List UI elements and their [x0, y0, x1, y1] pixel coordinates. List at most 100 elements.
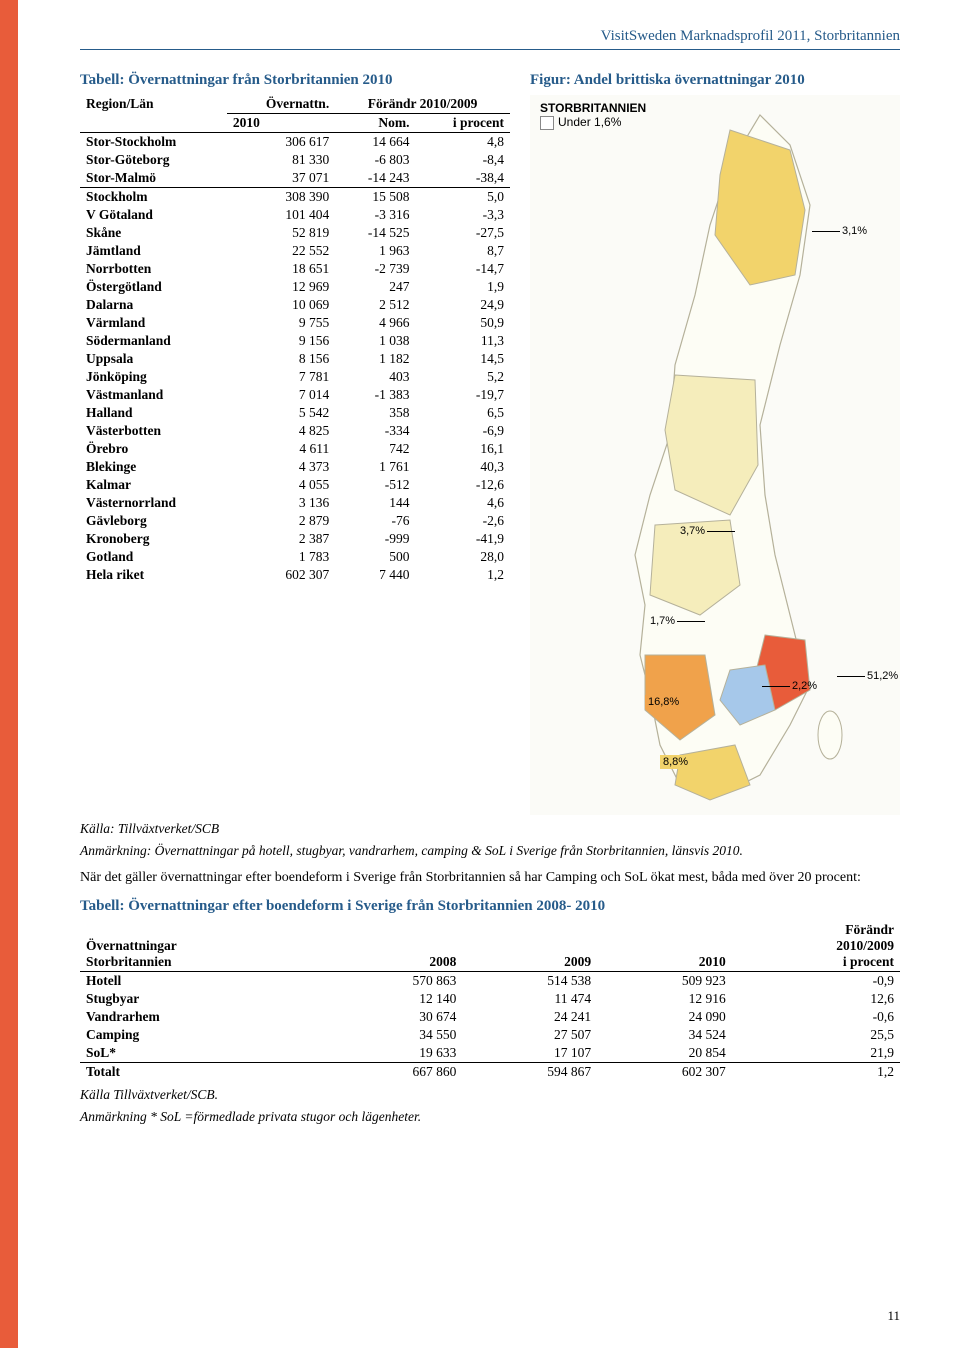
cell: 5,0 — [415, 188, 510, 207]
table2-source: Källa Tillväxtverket/SCB. — [80, 1087, 900, 1103]
cell: Blekinge — [80, 458, 227, 476]
cell: -1 383 — [335, 386, 415, 404]
cell: 742 — [335, 440, 415, 458]
cell: Västerbotten — [80, 422, 227, 440]
cell: 28,0 — [415, 548, 510, 566]
cell: 12 916 — [597, 990, 732, 1008]
table1-title: Tabell: Övernattningar från Storbritanni… — [80, 72, 510, 89]
table2: Övernattningar Storbritannien 2008 2009 … — [80, 921, 900, 1081]
cell: 18 651 — [227, 260, 335, 278]
cell: -334 — [335, 422, 415, 440]
cell: 3 136 — [227, 494, 335, 512]
cell: -6 803 — [335, 151, 415, 169]
cell: Stugbyar — [80, 990, 328, 1008]
cell: 10 069 — [227, 296, 335, 314]
table-row: Stor-Malmö37 071-14 243-38,4 — [80, 169, 510, 188]
cell: 16,1 — [415, 440, 510, 458]
table2-title: Tabell: Övernattningar efter boendeform … — [80, 898, 900, 915]
cell: Stor-Malmö — [80, 169, 227, 188]
cell: V Götaland — [80, 206, 227, 224]
cell: 11,3 — [415, 332, 510, 350]
cell: -27,5 — [415, 224, 510, 242]
cell: 308 390 — [227, 188, 335, 207]
table-row: Jämtland22 5521 9638,7 — [80, 242, 510, 260]
cell: 1 038 — [335, 332, 415, 350]
cell: 7 781 — [227, 368, 335, 386]
cell: 11 474 — [462, 990, 597, 1008]
cell: 101 404 — [227, 206, 335, 224]
cell: 1,2 — [732, 1062, 900, 1081]
map-label: 51,2% — [835, 670, 898, 682]
cell: 509 923 — [597, 971, 732, 990]
table1: Region/Län Övernattn. Förändr 2010/2009 … — [80, 95, 510, 584]
cell: 2 879 — [227, 512, 335, 530]
cell: 602 307 — [227, 566, 335, 584]
cell: 37 071 — [227, 169, 335, 188]
body-text: När det gäller övernattningar efter boen… — [80, 869, 900, 888]
map-label: 8,8% — [660, 755, 691, 769]
legend-title: STORBRITANNIEN — [540, 101, 646, 115]
cell: Skåne — [80, 224, 227, 242]
cell: Gävleborg — [80, 512, 227, 530]
cell: -14,7 — [415, 260, 510, 278]
page-header: VisitSweden Marknadsprofil 2011, Storbri… — [80, 28, 900, 50]
cell: Camping — [80, 1026, 328, 1044]
t1-h-region: Region/Län — [80, 95, 227, 133]
cell: 8,7 — [415, 242, 510, 260]
cell: 17 107 — [462, 1044, 597, 1063]
t2-h0a: Övernattningar — [86, 938, 177, 953]
table-row: Skåne52 819-14 525-27,5 — [80, 224, 510, 242]
cell: -0,9 — [732, 971, 900, 990]
cell: 8 156 — [227, 350, 335, 368]
table-row: Gävleborg2 879-76-2,6 — [80, 512, 510, 530]
cell: 1,2 — [415, 566, 510, 584]
cell: 1 761 — [335, 458, 415, 476]
cell: -6,9 — [415, 422, 510, 440]
cell: Jönköping — [80, 368, 227, 386]
table-row: Stockholm308 39015 5085,0 — [80, 188, 510, 207]
cell: 4,6 — [415, 494, 510, 512]
legend-swatch — [540, 116, 554, 130]
t1-h-overn-b: 2010 — [227, 114, 335, 133]
cell: 358 — [335, 404, 415, 422]
cell: 15 508 — [335, 188, 415, 207]
table-row: Östergötland12 9692471,9 — [80, 278, 510, 296]
cell: 514 538 — [462, 971, 597, 990]
cell: 9 755 — [227, 314, 335, 332]
table-row: Örebro4 61174216,1 — [80, 440, 510, 458]
cell: 500 — [335, 548, 415, 566]
cell: Hela riket — [80, 566, 227, 584]
cell: Stockholm — [80, 188, 227, 207]
table-row: Hela riket602 3077 4401,2 — [80, 566, 510, 584]
cell: -19,7 — [415, 386, 510, 404]
cell: 14,5 — [415, 350, 510, 368]
cell: Vandrarhem — [80, 1008, 328, 1026]
t2-h2: 2009 — [462, 921, 597, 972]
cell: 2 387 — [227, 530, 335, 548]
cell: Kronoberg — [80, 530, 227, 548]
cell: 306 617 — [227, 133, 335, 152]
table-row: Västmanland7 014-1 383-19,7 — [80, 386, 510, 404]
table-row: Dalarna10 0692 51224,9 — [80, 296, 510, 314]
cell: Halland — [80, 404, 227, 422]
table-row: Värmland9 7554 96650,9 — [80, 314, 510, 332]
cell: Västernorrland — [80, 494, 227, 512]
t1-h-pct: i procent — [415, 114, 510, 133]
table-row: Stor-Göteborg81 330-6 803-8,4 — [80, 151, 510, 169]
table-row-total: Totalt667 860594 867602 3071,2 — [80, 1062, 900, 1081]
cell: 1 963 — [335, 242, 415, 260]
cell: 4,8 — [415, 133, 510, 152]
cell: 2 512 — [335, 296, 415, 314]
region-gotland — [818, 711, 842, 759]
cell: 4 373 — [227, 458, 335, 476]
map-label: 3,7% — [680, 525, 737, 537]
cell: Örebro — [80, 440, 227, 458]
cell: 4 825 — [227, 422, 335, 440]
cell: 4 611 — [227, 440, 335, 458]
t2-h1: 2008 — [328, 921, 463, 972]
cell: 1,9 — [415, 278, 510, 296]
cell: -8,4 — [415, 151, 510, 169]
table1-source: Källa: Tillväxtverket/SCB — [80, 821, 900, 837]
cell: 5,2 — [415, 368, 510, 386]
cell: 5 542 — [227, 404, 335, 422]
